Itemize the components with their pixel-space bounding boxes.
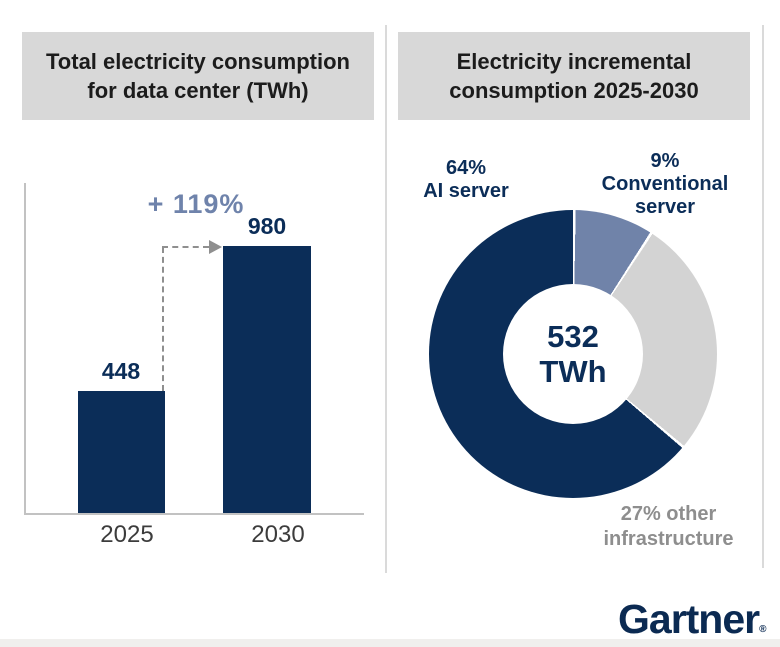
gartner-logo: Gartner® [618, 596, 766, 643]
bar-value-label-2030: 980 [247, 213, 287, 239]
callout-conventional-label1: Conventional [601, 173, 729, 195]
dashed-connector-horizontal [162, 246, 209, 248]
callout-ai-pct: 64% [445, 157, 487, 179]
callout-conventional-label2: server [634, 196, 696, 218]
donut-center-unit: TWh [539, 354, 607, 389]
callout-other-infrastructure: 27% other infrastructure [576, 502, 761, 552]
callout-other-pct: 27% other [620, 503, 717, 525]
bar-2030 [223, 246, 311, 513]
left-chart-title-line1: Total electricity consumption [46, 49, 350, 74]
callout-ai-server: 64% AI server [396, 157, 536, 203]
dashed-connector-vertical [162, 247, 164, 391]
left-chart-title-line2: for data center (TWh) [87, 78, 309, 103]
right-chart-title-line1: Electricity incremental [456, 49, 692, 74]
callout-ai-label: AI server [423, 180, 509, 202]
growth-percent-annotation: + 119% [147, 189, 245, 219]
right-chart-title-line2: consumption 2025-2030 [449, 78, 699, 103]
x-axis [24, 513, 364, 515]
x-tick-2025: 2025 [100, 521, 154, 548]
bar-2025 [78, 391, 165, 513]
donut-center-value: 532 [547, 319, 599, 354]
left-chart-title: Total electricity consumption for data c… [22, 32, 374, 120]
x-tick-2030: 2030 [251, 521, 305, 548]
registered-trademark-icon: ® [759, 624, 767, 635]
bottom-edge-strip [0, 639, 780, 647]
callout-other-label: infrastructure [603, 528, 734, 550]
panel-divider [385, 25, 387, 573]
arrow-right-icon [209, 240, 222, 254]
right-chart-title: Electricity incremental consumption 2025… [398, 32, 750, 120]
callout-conventional-pct: 9% [650, 150, 680, 172]
callout-conventional-server: 9% Conventional server [580, 150, 750, 219]
gartner-wordmark: Gartner [618, 596, 760, 642]
bar-value-label-2025: 448 [101, 358, 141, 384]
right-edge-divider [762, 25, 764, 568]
donut-center-label: 532 TWh [503, 284, 643, 424]
y-axis [24, 183, 26, 514]
